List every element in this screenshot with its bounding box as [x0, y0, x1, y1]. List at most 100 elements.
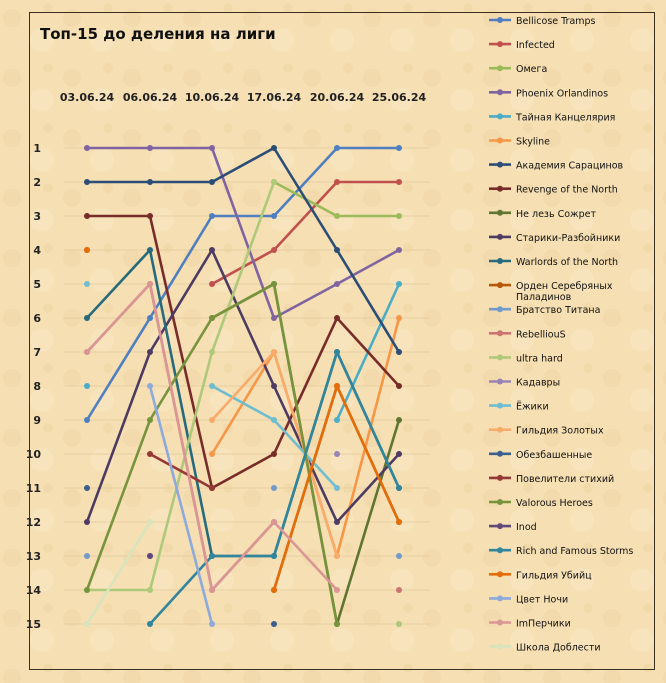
data-point [147, 553, 153, 559]
data-point [84, 417, 90, 423]
data-point [84, 213, 90, 219]
series-line [85, 248, 400, 524]
legend-item: Кадавры [489, 378, 560, 389]
data-point [396, 315, 402, 321]
data-point [147, 179, 153, 185]
legend-marker [497, 619, 503, 626]
data-point [147, 349, 153, 355]
series-19 [147, 451, 215, 491]
legend-marker [497, 378, 503, 385]
data-point [271, 553, 277, 559]
data-point [396, 145, 402, 151]
data-point [147, 315, 153, 321]
series-line [87, 214, 400, 490]
y-tick-label: 12 [26, 516, 41, 529]
legend-item: Rich and Famous Storms [489, 546, 633, 557]
data-point [147, 281, 153, 287]
data-point [84, 485, 90, 491]
data-point [334, 315, 340, 321]
data-point [84, 145, 90, 151]
legend-item: Phoenix Orlandinos [489, 88, 608, 99]
data-point [271, 349, 277, 355]
legend-item: Обезбашенные [489, 450, 592, 461]
legend-marker [497, 282, 503, 289]
data-point [271, 213, 277, 219]
legend-marker [497, 547, 503, 554]
data-point [271, 179, 277, 185]
legend-item: Ёжики [489, 402, 549, 413]
legend-label: Valorous Heroes [516, 498, 593, 509]
data-point [209, 621, 215, 627]
data-point [334, 553, 340, 559]
data-point [84, 519, 90, 525]
data-point [396, 485, 402, 491]
data-point [396, 519, 402, 525]
legend-marker [497, 643, 503, 650]
legend-item: Infected [489, 40, 555, 51]
data-point [271, 485, 277, 491]
data-point [84, 621, 90, 627]
legend-item: Гильдия Золотых [489, 426, 604, 437]
legend-item: Старики-Разбойники [489, 233, 620, 244]
legend-item: RebelliouS [489, 329, 566, 340]
legend-label: Повелители стихий [516, 474, 614, 485]
data-point [271, 383, 277, 389]
x-tick-label: 20.06.24 [310, 91, 365, 104]
legend-item: Повелители стихий [489, 474, 614, 485]
data-point [209, 417, 215, 423]
data-point [334, 145, 340, 151]
legend-label: Школа Доблести [516, 643, 601, 654]
y-tick-label: 3 [33, 210, 41, 223]
legend-marker [497, 113, 503, 120]
series-22 [147, 349, 402, 627]
legend-marker [497, 450, 503, 457]
legend-label: Infected [516, 40, 555, 51]
data-point [209, 145, 215, 151]
data-point [84, 281, 90, 287]
data-point [334, 247, 340, 253]
legend-marker [497, 426, 503, 433]
series-line [85, 146, 399, 421]
legend-item: Гильдия Убийц [489, 570, 592, 581]
data-point [396, 621, 402, 627]
legend-label: Ёжики [516, 402, 549, 413]
chart-title: Топ-15 до деления на лиги [40, 25, 276, 43]
y-tick-label: 11 [26, 482, 41, 495]
legend-label: Не лезь Сожрет [516, 209, 596, 220]
data-point [209, 247, 215, 253]
legend-item: Тайная Канцелярия [489, 112, 615, 123]
legend-item: Inod [489, 522, 537, 533]
legend-marker [497, 17, 503, 23]
data-point [209, 281, 215, 287]
legend-item: Revenge of the North [489, 185, 618, 196]
x-tick-label: 25.06.24 [372, 91, 427, 104]
series-12 [84, 485, 402, 559]
legend-marker [497, 89, 503, 96]
data-point [209, 587, 215, 593]
legend-marker [497, 330, 503, 337]
legend: Bellicose Tramps Infected Омега Phoenix Orl… [489, 16, 633, 654]
data-point [396, 179, 402, 185]
series-line [87, 146, 401, 353]
legend-item: Skyline [489, 137, 550, 148]
y-tick-label: 5 [33, 278, 41, 291]
series-0 [84, 145, 402, 423]
legend-marker [497, 233, 503, 240]
data-point [209, 451, 215, 457]
chart-frame [29, 12, 655, 670]
legend-label: Братство Титана [516, 305, 600, 316]
y-tick-label: 7 [33, 346, 41, 359]
data-point [84, 587, 90, 593]
data-point [271, 281, 277, 287]
data-point [396, 383, 402, 389]
data-point [271, 145, 277, 151]
data-point [271, 417, 277, 423]
legend-label: Старики-Разбойники [516, 233, 620, 244]
legend-item: ImПерчики [489, 619, 571, 630]
data-point [84, 179, 90, 185]
data-point [396, 417, 402, 423]
x-tick-label: 10.06.24 [185, 91, 240, 104]
data-point [396, 281, 402, 287]
data-point [84, 349, 90, 355]
